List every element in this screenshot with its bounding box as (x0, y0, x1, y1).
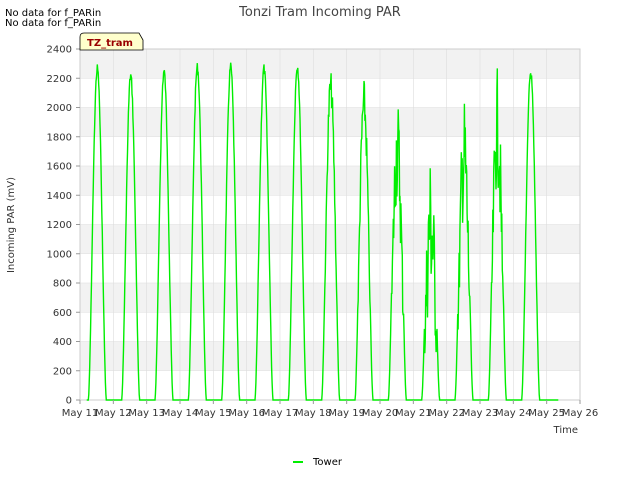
y-tick-label: 1000 (47, 249, 72, 260)
plot-background (80, 49, 580, 371)
x-tick-label: May 14 (162, 408, 199, 419)
y-tick-label: 1800 (47, 132, 72, 143)
x-tick-label: May 18 (295, 408, 332, 419)
y-tick-label: 2200 (47, 74, 72, 85)
x-tick-label: May 13 (128, 408, 165, 419)
y-tick-label: 2400 (47, 45, 72, 56)
y-tick-label: 0 (66, 396, 72, 407)
x-tick-label: May 11 (62, 408, 99, 419)
chart-title: Tonzi Tram Incoming PAR (238, 5, 401, 20)
plot-band (80, 166, 580, 196)
y-tick-label: 1200 (47, 220, 72, 231)
legend-label-tower: Tower (312, 457, 343, 468)
no-data-notice-1: No data for f_PARin (5, 8, 102, 19)
plot-band (80, 224, 580, 254)
x-tick-label: May 15 (195, 408, 232, 419)
x-tick-label: May 19 (328, 408, 365, 419)
x-tick-label: May 25 (528, 408, 565, 419)
x-axis-title: Time (553, 425, 578, 436)
y-tick-label: 200 (53, 366, 72, 377)
y-tick-label: 2000 (47, 103, 72, 114)
plot-band (80, 283, 580, 313)
y-axis-ticks: 0 200 400 600 800 1000 1200 1400 1600 1800 2000 220… (47, 45, 80, 407)
plot-band (80, 341, 580, 371)
x-tick-label: May 23 (462, 408, 499, 419)
y-tick-label: 400 (53, 337, 72, 348)
plot-band (80, 107, 580, 137)
legend: Tower (293, 457, 343, 468)
x-tick-label: May 24 (495, 408, 532, 419)
y-axis-title: Incoming PAR (mV) (6, 177, 17, 273)
y-tick-label: 1400 (47, 191, 72, 202)
x-tick-label: May 21 (395, 408, 432, 419)
no-data-notice-2: No data for f_PARin (5, 18, 102, 29)
series-line-tower (86, 62, 559, 401)
y-tick-label: 800 (53, 279, 72, 290)
x-tick-label: May 22 (428, 408, 465, 419)
site-tag-box (79, 32, 144, 51)
site-tag-label: TZ_tram (87, 38, 133, 49)
x-tick-label: May 16 (228, 408, 265, 419)
x-tick-label: May 12 (95, 408, 132, 419)
plot-band (80, 49, 580, 79)
y-tick-label: 600 (53, 308, 72, 319)
y-tick-label: 1600 (47, 162, 72, 173)
x-tick-label: May 20 (362, 408, 399, 419)
series-layer (86, 62, 559, 401)
x-tick-label: May 26 (562, 408, 599, 419)
x-tick-label: May 17 (262, 408, 299, 419)
site-tag: TZ_tram (79, 32, 144, 51)
